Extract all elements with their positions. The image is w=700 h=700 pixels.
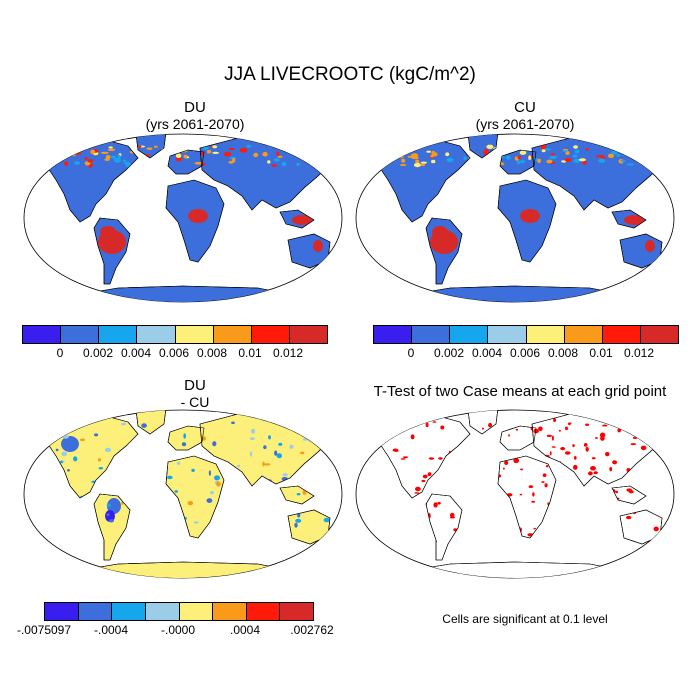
colorbar-tick-label: -.0075097	[16, 623, 72, 637]
diff-panel-title: DU - CU	[105, 377, 285, 411]
colorbar-box	[137, 326, 176, 343]
colorbar-tick-label: 0.01	[238, 346, 262, 360]
colorbar-tick-label: 0.002	[82, 346, 114, 360]
colorbar-box	[23, 326, 62, 343]
figure-title: JJA LIVECROOTC (kgC/m^2)	[224, 64, 476, 85]
diff-colorbar	[44, 602, 314, 621]
cu-colorbar-labels: 0 0.002 0.004 0.006 0.008 0.01 0.012	[373, 346, 677, 362]
colorbar-tick-label: 0.004	[471, 346, 503, 360]
colorbar-box	[175, 326, 214, 343]
diff-colorbar-labels: -.0075097 -.0004 -.0000 .0004 .002762	[17, 623, 334, 639]
ttest-panel-title: T-Test of two Case means at each grid po…	[373, 383, 667, 400]
colorbar-tick-label: -.0004	[93, 623, 129, 637]
colorbar-tick-label: .002762	[290, 623, 334, 637]
colorbar-box	[246, 603, 281, 620]
colorbar-tick-label: 0.004	[120, 346, 152, 360]
colorbar-box	[412, 326, 451, 343]
colorbar-box	[78, 603, 113, 620]
colorbar-tick-label: 0	[407, 346, 415, 360]
colorbar-box	[179, 603, 214, 620]
colorbar-box	[213, 326, 252, 343]
cu-colorbar	[373, 325, 679, 344]
colorbar-tick-label: 0	[56, 346, 64, 360]
colorbar-tick-label: 0.01	[589, 346, 613, 360]
colorbar-box	[640, 326, 678, 343]
colorbar-tick-label: 0.008	[547, 346, 579, 360]
diff-subtitle: - CU	[180, 394, 210, 410]
cu-title: CU	[514, 99, 536, 116]
du-panel-title: DU (yrs 2061-2070)	[105, 99, 285, 133]
diff-title: DU	[184, 377, 206, 394]
cu-subtitle: (yrs 2061-2070)	[475, 116, 575, 132]
colorbar-box	[526, 326, 565, 343]
colorbar-box	[45, 603, 79, 620]
cu-map	[355, 133, 675, 303]
colorbar-box	[99, 326, 138, 343]
colorbar-tick-label: 0.006	[509, 346, 541, 360]
cu-panel-title: CU (yrs 2061-2070)	[435, 99, 615, 133]
ttest-map	[355, 409, 675, 579]
colorbar-box	[374, 326, 413, 343]
colorbar-box	[564, 326, 603, 343]
diff-map	[23, 409, 343, 579]
du-map	[23, 133, 343, 303]
du-colorbar-labels: 0 0.002 0.004 0.006 0.008 0.01 0.012	[22, 346, 326, 362]
du-title: DU	[184, 99, 206, 116]
colorbar-tick-label: 0.012	[623, 346, 655, 360]
colorbar-box	[289, 326, 327, 343]
colorbar-tick-label: 0.006	[158, 346, 190, 360]
colorbar-tick-label: -.0000	[160, 623, 196, 637]
colorbar-box	[488, 326, 527, 343]
colorbar-tick-label: 0.002	[433, 346, 465, 360]
colorbar-tick-label: 0.012	[272, 346, 304, 360]
colorbar-box	[251, 326, 290, 343]
colorbar-box	[450, 326, 489, 343]
colorbar-box	[602, 326, 641, 343]
du-subtitle: (yrs 2061-2070)	[145, 116, 245, 132]
colorbar-box	[280, 603, 313, 620]
colorbar-box	[61, 326, 100, 343]
colorbar-tick-label: 0.008	[196, 346, 228, 360]
significance-note: Cells are significant at 0.1 level	[442, 612, 608, 626]
colorbar-box	[145, 603, 180, 620]
colorbar-box	[213, 603, 247, 620]
colorbar-box	[112, 603, 146, 620]
du-colorbar	[22, 325, 328, 344]
colorbar-tick-label: .0004	[229, 623, 261, 637]
